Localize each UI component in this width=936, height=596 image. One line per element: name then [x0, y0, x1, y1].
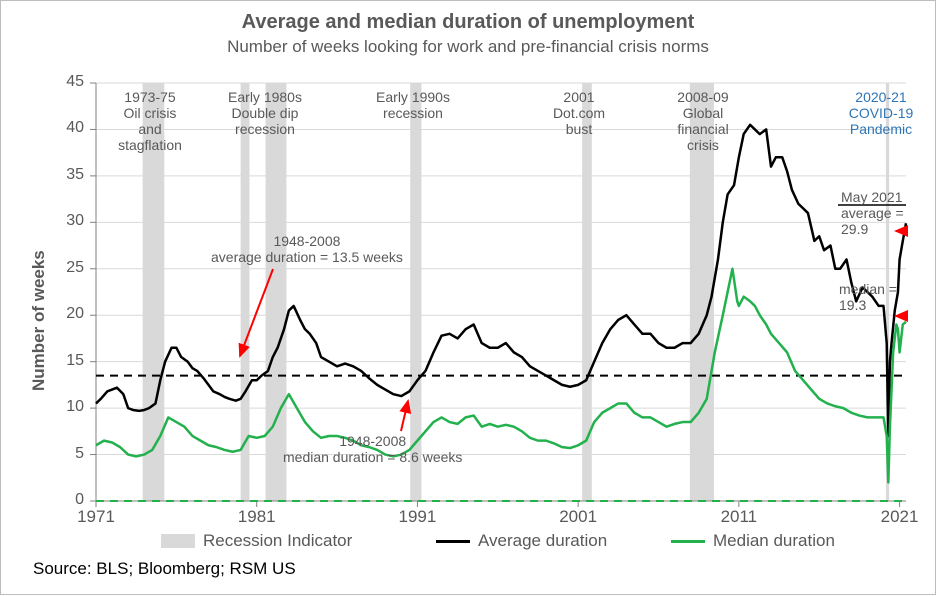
series-average: [96, 125, 906, 436]
legend-item: Median duration: [671, 531, 835, 551]
y-tick-label: 10: [44, 398, 84, 416]
may-2021-avg-note: May 2021average =29.9: [841, 189, 904, 237]
x-tick-label: 1971: [71, 507, 121, 527]
recession-label: Early 1980sDouble diprecession: [205, 89, 325, 137]
legend-swatch-line: [436, 540, 470, 543]
legend-item: Average duration: [436, 531, 607, 551]
legend-label: Recession Indicator: [203, 531, 352, 551]
y-tick-label: 40: [44, 119, 84, 137]
legend-item: Recession Indicator: [161, 531, 352, 551]
legend-swatch-rect: [161, 534, 195, 548]
med-duration-note: 1948-2008median duration = 8.6 weeks: [283, 433, 462, 465]
y-tick-label: 15: [44, 352, 84, 370]
x-tick-label: 1981: [232, 507, 282, 527]
may-2021-med-note: median =19.3: [839, 281, 897, 313]
annotation-arrow: [401, 401, 408, 431]
recession-label: 2008-09Globalfinancialcrisis: [643, 89, 763, 153]
x-tick-label: 2021: [875, 507, 925, 527]
recession-label: Early 1990srecession: [353, 89, 473, 121]
y-tick-label: 35: [44, 166, 84, 184]
y-tick-label: 30: [44, 212, 84, 230]
recession-label: 2020-21COVID-19Pandemic: [821, 89, 936, 137]
chart-container: { "layout": { "width": 936, "height": 59…: [0, 0, 936, 595]
recession-label: 2001Dot.combust: [519, 89, 639, 137]
y-tick-label: 20: [44, 305, 84, 323]
recession-label: 1973-75Oil crisisandstagflation: [90, 89, 210, 153]
legend-swatch-line: [671, 540, 705, 543]
y-tick-label: 5: [44, 445, 84, 463]
y-tick-label: 45: [44, 73, 84, 91]
legend-label: Median duration: [713, 531, 835, 551]
x-tick-label: 2001: [553, 507, 603, 527]
x-tick-label: 2011: [714, 507, 764, 527]
x-tick-label: 1991: [392, 507, 442, 527]
avg-duration-note: 1948-2008average duration = 13.5 weeks: [211, 233, 403, 265]
y-tick-label: 25: [44, 259, 84, 277]
source-text: Source: BLS; Bloomberg; RSM US: [33, 559, 296, 579]
legend-label: Average duration: [478, 531, 607, 551]
